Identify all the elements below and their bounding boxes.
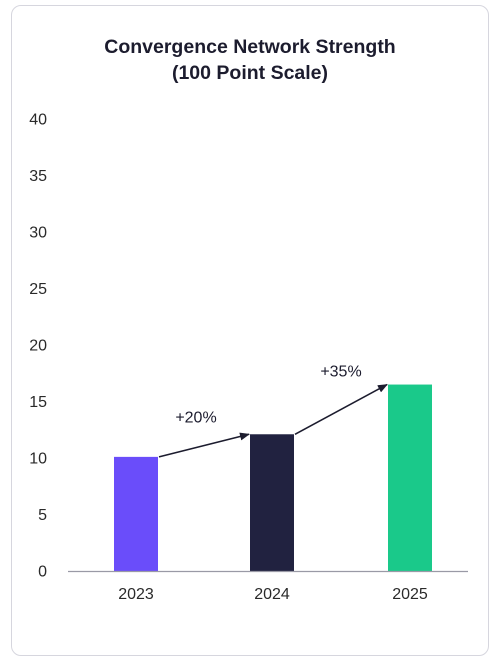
bar-2024	[250, 434, 294, 571]
x-tick-label: 2025	[392, 586, 428, 603]
x-tick-label: 2023	[118, 586, 154, 603]
growth-arrow	[158, 432, 250, 458]
growth-label: +35%	[320, 364, 361, 381]
chart-title: Convergence Network Strength (100 Point …	[11, 34, 489, 86]
bars	[114, 384, 432, 571]
growth-label: +20%	[175, 409, 216, 426]
y-tick-label: 40	[29, 112, 47, 129]
x-tick-label: 2024	[254, 586, 290, 603]
y-tick-label: 30	[29, 225, 47, 242]
growth-arrow	[294, 383, 388, 435]
y-axis: 0 5 10 15 20 25 30 35 40	[29, 112, 47, 581]
y-tick-label: 35	[29, 168, 47, 185]
y-tick-label: 0	[38, 564, 47, 581]
y-tick-label: 10	[29, 451, 47, 468]
y-tick-label: 5	[38, 507, 47, 524]
y-tick-label: 20	[29, 338, 47, 355]
x-axis: 2023 2024 2025	[118, 586, 428, 603]
bar-2023	[114, 456, 158, 571]
y-tick-label: 25	[29, 281, 47, 298]
bar-2025	[388, 384, 432, 571]
chart-title-line1: Convergence Network Strength	[104, 36, 396, 58]
y-tick-label: 15	[29, 394, 47, 411]
growth-annotations: +20% +35%	[158, 364, 388, 458]
chart-title-line2: (100 Point Scale)	[171, 62, 329, 84]
